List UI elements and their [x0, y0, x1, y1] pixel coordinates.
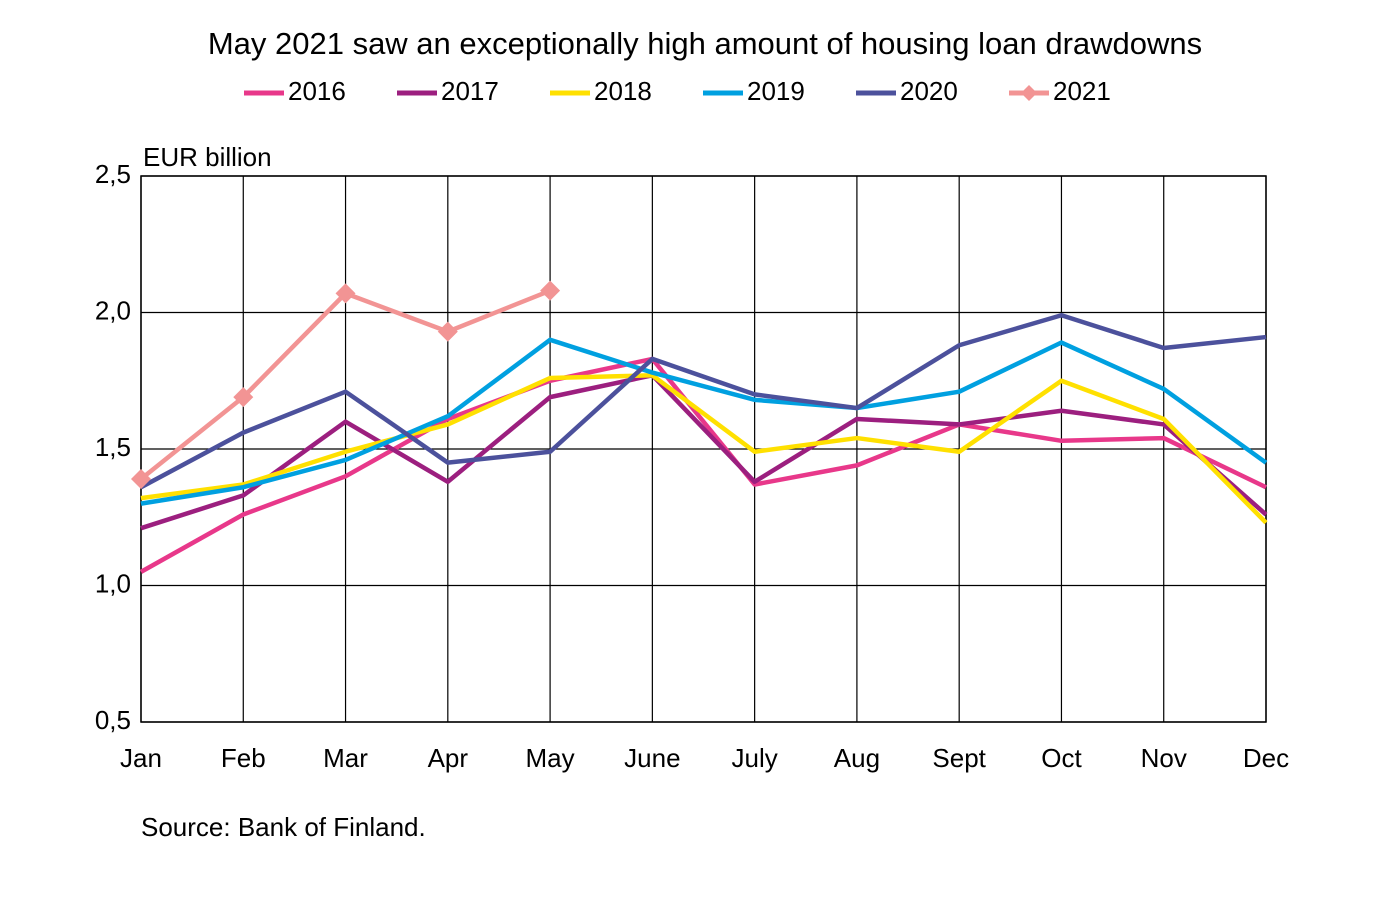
x-tick-label: Aug: [834, 743, 880, 773]
point-marker: [233, 387, 254, 408]
source-note: Source: Bank of Finland.: [141, 812, 426, 842]
y-axis-label: EUR billion: [143, 142, 272, 172]
y-tick-label: 1,0: [95, 568, 131, 598]
x-tick-label: Sept: [932, 743, 986, 773]
x-tick-label: June: [624, 743, 680, 773]
legend-label: 2019: [747, 76, 805, 106]
series-line: [139, 356, 1267, 574]
x-tick-label: Mar: [323, 743, 368, 773]
point-marker: [335, 283, 356, 304]
legend-label: 2021: [1053, 76, 1111, 106]
x-tick-label: Jan: [120, 743, 162, 773]
x-tick-label: Oct: [1041, 743, 1082, 773]
series-line: [140, 337, 1268, 506]
y-tick-label: 0,5: [95, 705, 131, 735]
point-marker: [437, 321, 458, 342]
x-tick-label: Nov: [1141, 743, 1187, 773]
chart-title: May 2021 saw an exceptionally high amoun…: [208, 26, 1202, 61]
legend-label: 2018: [594, 76, 652, 106]
y-tick-label: 1,5: [95, 432, 131, 462]
plot-frame: [140, 175, 1267, 723]
point-marker: [540, 280, 561, 301]
x-tick-label: July: [732, 743, 778, 773]
y-tick-label: 2,5: [95, 159, 131, 189]
legend-label: 2016: [288, 76, 346, 106]
series-line: [140, 373, 1268, 531]
legend-marker: [1021, 85, 1037, 101]
series-line: [139, 312, 1267, 490]
x-tick-label: May: [526, 743, 575, 773]
series-line: [140, 373, 1268, 525]
point-marker: [131, 469, 151, 490]
legend-label: 2017: [441, 76, 499, 106]
legend-label: 2020: [900, 76, 958, 106]
x-tick-label: Apr: [428, 743, 469, 773]
y-tick-label: 2,0: [95, 295, 131, 325]
x-tick-label: Dec: [1243, 743, 1289, 773]
x-tick-label: Feb: [221, 743, 266, 773]
